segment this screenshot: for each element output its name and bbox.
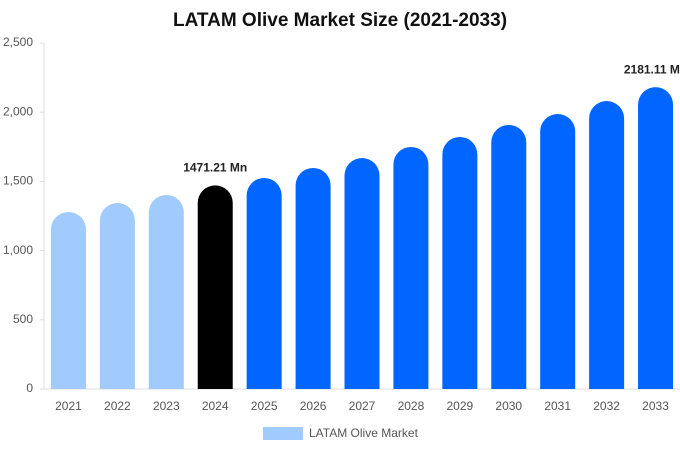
- value-label: 2181.11 Mn: [624, 62, 680, 76]
- bar: [50, 211, 86, 389]
- x-tick-label: 2031: [544, 399, 571, 413]
- legend-swatch: [263, 427, 303, 440]
- x-tick-label: 2025: [251, 399, 278, 413]
- bar: [295, 167, 331, 389]
- x-tick-label: 2021: [55, 399, 82, 413]
- bar: [589, 100, 625, 390]
- bar: [246, 177, 282, 389]
- chart-title: LATAM Olive Market Size (2021-2033): [173, 10, 507, 31]
- x-tick-label: 2030: [495, 399, 522, 413]
- y-tick-label: 500: [13, 312, 33, 326]
- x-tick-label: 2027: [349, 399, 376, 413]
- y-tick-label: 2,500: [3, 35, 33, 49]
- x-tick-label: 2032: [593, 399, 620, 413]
- y-tick-label: 1,500: [3, 174, 33, 188]
- y-tick-label: 2,000: [3, 104, 33, 118]
- x-tick-label: 2022: [104, 399, 131, 413]
- bar: [491, 124, 527, 389]
- bar: [540, 113, 576, 389]
- x-tick-label: 2029: [446, 399, 473, 413]
- bar: [148, 194, 184, 389]
- bar: [99, 202, 135, 389]
- x-tick-label: 2028: [398, 399, 425, 413]
- y-tick-label: 1,000: [3, 243, 33, 257]
- y-tick-label: 0: [26, 381, 33, 395]
- bar: [344, 158, 380, 389]
- bar: [393, 146, 429, 389]
- bar: [442, 136, 478, 389]
- x-tick-label: 2033: [642, 399, 669, 413]
- x-tick-label: 2024: [202, 399, 229, 413]
- x-tick-label: 2023: [153, 399, 180, 413]
- value-label: 1471.21 Mn: [183, 161, 247, 175]
- bar: [197, 185, 233, 389]
- bar: [638, 87, 674, 390]
- legend-label: LATAM Olive Market: [309, 426, 419, 440]
- x-tick-label: 2026: [300, 399, 327, 413]
